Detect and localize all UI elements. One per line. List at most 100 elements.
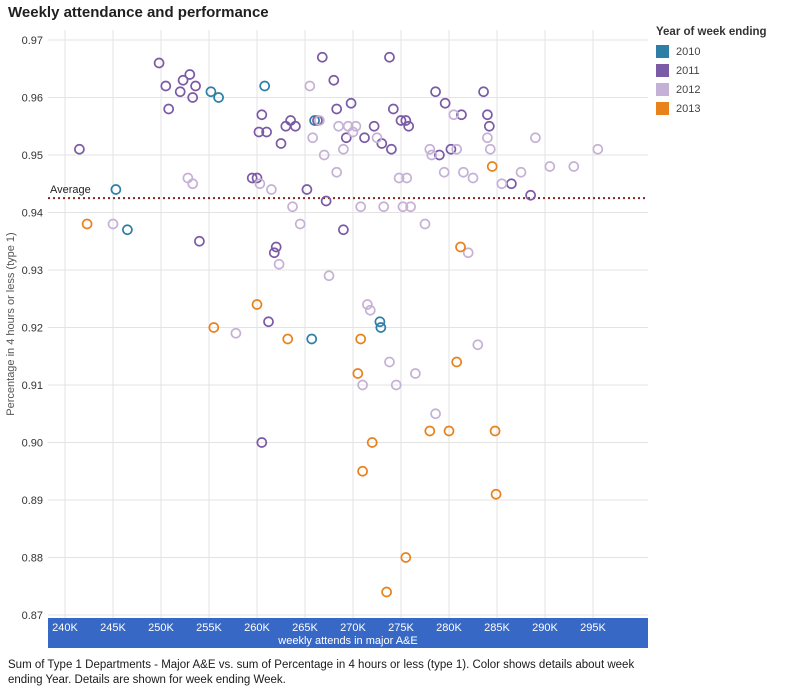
data-point-2011[interactable] xyxy=(256,109,268,121)
data-point-2010[interactable] xyxy=(306,333,318,345)
data-point-2012[interactable] xyxy=(419,218,431,230)
data-point-2012[interactable] xyxy=(323,270,335,282)
data-point-2013[interactable] xyxy=(443,425,455,437)
data-point-2012[interactable] xyxy=(314,115,325,126)
data-point-2011[interactable] xyxy=(386,143,397,155)
data-point-2012[interactable] xyxy=(287,201,298,213)
data-point-2011[interactable] xyxy=(301,184,313,195)
data-point-2012[interactable] xyxy=(187,178,199,190)
data-point-2012[interactable] xyxy=(107,218,119,230)
data-point-2011[interactable] xyxy=(387,103,399,115)
data-point-2012[interactable] xyxy=(568,161,580,172)
data-point-2011[interactable] xyxy=(331,103,343,115)
legend-item-2012[interactable]: 2012 xyxy=(656,83,786,96)
data-point-2012[interactable] xyxy=(378,201,390,213)
data-point-2011[interactable] xyxy=(359,132,370,144)
data-point-2011[interactable] xyxy=(430,86,441,98)
data-point-2012[interactable] xyxy=(592,143,604,155)
data-point-2012[interactable] xyxy=(304,80,316,92)
data-point-2011[interactable] xyxy=(482,109,493,121)
data-point-2011[interactable] xyxy=(340,132,352,144)
data-point-2012[interactable] xyxy=(430,408,441,420)
data-point-2013[interactable] xyxy=(251,299,263,310)
data-point-2011[interactable] xyxy=(184,69,196,80)
data-point-2011[interactable] xyxy=(163,103,175,115)
data-point-2011[interactable] xyxy=(483,120,495,132)
data-point-2011[interactable] xyxy=(160,80,172,92)
data-point-2011[interactable] xyxy=(256,437,268,448)
data-point-2012[interactable] xyxy=(307,132,319,144)
data-point-2011[interactable] xyxy=(251,172,263,184)
data-point-2011[interactable] xyxy=(268,247,280,259)
data-point-2012[interactable] xyxy=(371,132,383,144)
data-point-2011[interactable] xyxy=(253,126,265,138)
data-point-2013[interactable] xyxy=(489,425,501,437)
data-point-2011[interactable] xyxy=(328,74,340,86)
data-point-2013[interactable] xyxy=(451,356,463,368)
data-point-2012[interactable] xyxy=(496,178,508,190)
data-point-2012[interactable] xyxy=(405,201,416,213)
data-point-2010[interactable] xyxy=(374,316,386,328)
data-point-2011[interactable] xyxy=(246,172,258,184)
data-point-2011[interactable] xyxy=(338,224,349,236)
data-point-2012[interactable] xyxy=(338,143,349,155)
data-point-2011[interactable] xyxy=(345,97,357,109)
data-point-2012[interactable] xyxy=(484,143,496,155)
data-point-2011[interactable] xyxy=(316,51,328,63)
data-point-2012[interactable] xyxy=(331,166,343,178)
data-point-2013[interactable] xyxy=(282,333,294,345)
data-point-2013[interactable] xyxy=(208,322,220,333)
data-point-2010[interactable] xyxy=(213,92,224,103)
data-point-2012[interactable] xyxy=(266,184,277,195)
data-point-2010[interactable] xyxy=(122,224,133,236)
data-point-2012[interactable] xyxy=(294,218,306,230)
data-point-2010[interactable] xyxy=(259,80,271,92)
data-point-2011[interactable] xyxy=(368,120,380,132)
data-point-2011[interactable] xyxy=(320,195,332,207)
data-point-2011[interactable] xyxy=(384,51,395,63)
data-point-2012[interactable] xyxy=(472,339,484,351)
data-point-2012[interactable] xyxy=(424,143,436,155)
data-point-2013[interactable] xyxy=(424,425,436,437)
data-point-2012[interactable] xyxy=(254,178,266,190)
scatter-plot-canvas[interactable]: 0.87 0.88 0.89 0.90 0.91 0.92 0.93 0.94 0.95 0.96… xyxy=(0,0,652,656)
data-point-2012[interactable] xyxy=(357,379,368,391)
data-point-2011[interactable] xyxy=(434,149,445,161)
data-point-2012[interactable] xyxy=(544,161,556,172)
data-point-2011[interactable] xyxy=(445,143,457,155)
data-point-2013[interactable] xyxy=(486,161,498,172)
data-point-2012[interactable] xyxy=(364,304,376,316)
legend-item-2013[interactable]: 2013 xyxy=(656,102,786,115)
data-point-2012[interactable] xyxy=(350,120,362,132)
data-point-2012[interactable] xyxy=(393,172,405,184)
data-point-2011[interactable] xyxy=(478,86,489,98)
data-point-2011[interactable] xyxy=(263,316,274,328)
data-point-2012[interactable] xyxy=(515,166,527,178)
data-point-2011[interactable] xyxy=(190,80,201,92)
data-point-2013[interactable] xyxy=(381,586,392,598)
data-point-2011[interactable] xyxy=(194,235,205,247)
data-point-2011[interactable] xyxy=(187,92,199,103)
data-point-2012[interactable] xyxy=(362,299,373,310)
data-point-2011[interactable] xyxy=(456,109,467,121)
data-point-2013[interactable] xyxy=(81,218,93,230)
data-point-2012[interactable] xyxy=(451,143,463,155)
data-point-2011[interactable] xyxy=(275,138,287,149)
legend-item-2010[interactable]: 2010 xyxy=(656,45,786,58)
data-point-2012[interactable] xyxy=(390,379,402,391)
data-point-2012[interactable] xyxy=(397,201,409,213)
data-point-2010[interactable] xyxy=(110,184,122,195)
data-point-2012[interactable] xyxy=(530,132,541,144)
data-point-2012[interactable] xyxy=(438,166,450,178)
data-point-2011[interactable] xyxy=(395,115,407,126)
data-point-2013[interactable] xyxy=(366,437,378,448)
data-point-2013[interactable] xyxy=(352,368,364,379)
data-point-2012[interactable] xyxy=(410,368,421,379)
data-point-2012[interactable] xyxy=(482,132,493,144)
data-point-2010[interactable] xyxy=(375,322,387,333)
data-point-2012[interactable] xyxy=(448,109,460,121)
legend-item-2011[interactable]: 2011 xyxy=(656,64,786,77)
data-point-2011[interactable] xyxy=(403,120,415,132)
data-point-2012[interactable] xyxy=(384,356,395,368)
data-point-2013[interactable] xyxy=(490,488,502,500)
